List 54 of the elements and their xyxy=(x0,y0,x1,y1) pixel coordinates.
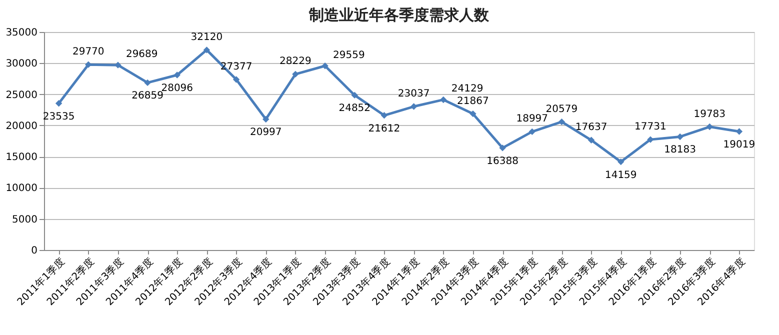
y-tick-label: 35000 xyxy=(6,28,38,38)
y-tick-label: 25000 xyxy=(6,90,38,101)
y-tick-label: 10000 xyxy=(6,183,38,194)
point xyxy=(588,136,595,144)
point xyxy=(351,92,358,99)
y-tick-label: 20000 xyxy=(6,120,38,132)
data-label: 17637 xyxy=(575,122,608,134)
data-label: 26859 xyxy=(132,90,164,102)
data-label: 32120 xyxy=(190,32,223,43)
chart-title: 制造业近年各季度需求人数 xyxy=(308,6,490,24)
point xyxy=(380,112,388,119)
data-label: 24129 xyxy=(451,84,484,95)
point xyxy=(55,100,62,107)
data-label: 14159 xyxy=(604,170,637,181)
point xyxy=(410,103,418,110)
point xyxy=(292,70,299,78)
data-label: 19783 xyxy=(694,108,726,120)
data-label: 23535 xyxy=(42,111,75,122)
point xyxy=(262,116,270,123)
data-label: 29559 xyxy=(333,50,365,61)
point xyxy=(528,128,536,136)
point xyxy=(114,62,122,68)
data-label: 29770 xyxy=(72,46,104,58)
point xyxy=(676,133,684,140)
y-tick-label: 5000 xyxy=(12,214,38,226)
point xyxy=(174,72,180,78)
data-label: 16388 xyxy=(486,156,518,167)
point xyxy=(706,123,713,130)
data-label: 29689 xyxy=(126,49,158,60)
point xyxy=(203,46,210,54)
point xyxy=(647,136,654,143)
point xyxy=(322,62,328,70)
point xyxy=(558,118,566,126)
point xyxy=(144,79,151,86)
y-tick-label: 30000 xyxy=(6,58,38,70)
data-label: 24852 xyxy=(338,103,371,114)
point xyxy=(440,96,447,104)
data-label: 21612 xyxy=(368,123,400,134)
data-label: 28229 xyxy=(280,56,312,68)
y-tick-label: 15000 xyxy=(6,152,38,164)
data-label: 17731 xyxy=(634,122,666,133)
point xyxy=(618,158,624,166)
point xyxy=(232,76,240,83)
data-label: 18183 xyxy=(664,144,696,156)
data-label: 21867 xyxy=(457,96,489,107)
y-tick-label: 0 xyxy=(31,246,38,256)
data-label: 23037 xyxy=(398,88,430,100)
point xyxy=(499,144,506,152)
point xyxy=(470,110,476,118)
data-label: 19019 xyxy=(723,140,756,151)
data-label: 20997 xyxy=(250,127,282,138)
data-label: 20579 xyxy=(546,104,578,115)
point xyxy=(736,128,743,135)
data-label: 18997 xyxy=(516,114,548,125)
